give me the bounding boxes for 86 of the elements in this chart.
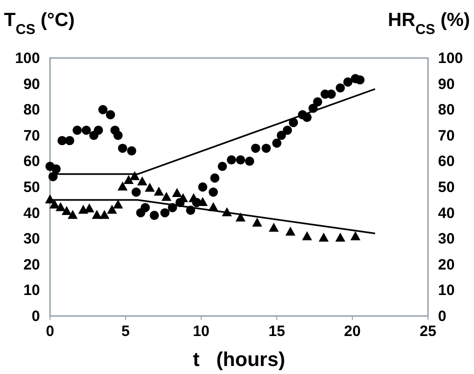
- point: [251, 144, 260, 153]
- point: [82, 126, 91, 135]
- point: [118, 182, 128, 190]
- point: [92, 210, 102, 219]
- point: [302, 231, 312, 240]
- y-tick-label: 30: [23, 230, 40, 248]
- point: [62, 206, 72, 216]
- y-tick-label: 70: [23, 127, 40, 144]
- point: [113, 130, 123, 140]
- point: [98, 105, 108, 114]
- point: [276, 130, 286, 140]
- y-tick-label: 80: [23, 102, 40, 119]
- y-tick-label: 100: [14, 50, 40, 67]
- y2-tick-label: 90: [438, 76, 455, 93]
- point: [137, 176, 148, 186]
- y-axis-title: T$_{CS}$ (°C): [4, 10, 75, 38]
- point: [132, 188, 141, 197]
- y-tick-label: 0: [32, 308, 40, 325]
- y2-tick-label: 20: [438, 256, 455, 274]
- x-tick-label: 10: [192, 323, 210, 340]
- x-tick-label: 0: [46, 323, 54, 340]
- point: [72, 126, 82, 135]
- point: [99, 210, 110, 219]
- point: [118, 144, 128, 153]
- point: [252, 218, 262, 227]
- y2-tick-label: 100: [438, 50, 464, 67]
- point: [172, 188, 182, 197]
- point: [288, 118, 298, 128]
- y-tick-label: 10: [23, 282, 40, 300]
- y2-tick-label: 0: [438, 308, 446, 325]
- y-tick-label: 20: [23, 256, 40, 274]
- point: [65, 136, 74, 146]
- y2-tick-label: 50: [438, 179, 455, 196]
- point: [272, 138, 282, 148]
- point: [210, 173, 220, 183]
- y2-tick-label: 80: [438, 102, 455, 119]
- point: [106, 110, 116, 120]
- y2-tick-label: 10: [438, 282, 455, 300]
- x-tick-label: 20: [344, 323, 361, 340]
- y-tick-label: 40: [23, 204, 40, 222]
- y-tick-label: 90: [23, 76, 40, 93]
- y2-tick-label: 40: [438, 204, 455, 222]
- point: [318, 232, 329, 242]
- point: [285, 226, 296, 236]
- point: [244, 156, 254, 166]
- y2-tick-label: 30: [438, 230, 455, 248]
- point: [282, 126, 292, 135]
- point: [150, 210, 159, 220]
- point: [154, 186, 164, 196]
- point: [56, 202, 66, 212]
- point: [198, 182, 208, 192]
- point: [262, 144, 271, 153]
- x-axis-title: t (hours): [192, 349, 286, 371]
- point: [161, 192, 172, 201]
- point: [160, 208, 170, 218]
- point: [336, 83, 345, 93]
- x-tick-label: 25: [420, 323, 436, 340]
- point: [350, 231, 360, 240]
- point: [106, 204, 117, 214]
- point: [113, 200, 124, 209]
- point: [236, 212, 246, 222]
- point: [144, 182, 155, 192]
- point: [51, 164, 61, 174]
- y2-axis-title: HR$_{CS}$ (%): [388, 10, 470, 38]
- point: [208, 188, 218, 197]
- point: [226, 155, 236, 165]
- y-tick-label: 60: [23, 153, 40, 170]
- point: [236, 155, 246, 165]
- x-tick-label: 15: [268, 323, 286, 340]
- point: [68, 210, 78, 219]
- y2-tick-label: 70: [438, 127, 455, 144]
- y2-tick-label: 60: [438, 153, 455, 170]
- point: [343, 77, 352, 87]
- point: [268, 222, 279, 232]
- point: [50, 200, 60, 209]
- point: [355, 75, 365, 85]
- point: [94, 126, 103, 135]
- point: [140, 203, 150, 212]
- point: [335, 232, 346, 242]
- y-tick-label: 50: [23, 179, 40, 196]
- point: [124, 175, 134, 184]
- point: [57, 136, 67, 146]
- point: [127, 146, 136, 156]
- point: [218, 162, 227, 171]
- point: [313, 97, 322, 106]
- x-tick-label: 5: [121, 323, 130, 340]
